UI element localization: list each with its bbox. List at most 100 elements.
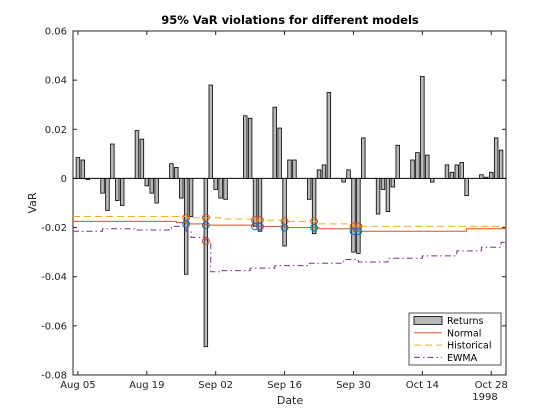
returns-bar xyxy=(287,159,292,179)
returns-bar xyxy=(390,178,396,188)
returns-bar xyxy=(454,164,459,179)
returns-bar xyxy=(154,178,159,204)
returns-bar xyxy=(277,127,282,179)
chart-title: 95% VaR violations for different models xyxy=(161,13,419,27)
returns-bar xyxy=(218,178,223,199)
normal-violation-marker xyxy=(310,223,319,232)
returns-bar xyxy=(444,164,450,179)
returns-bar xyxy=(85,178,90,181)
legend-label: Historical xyxy=(447,341,492,352)
historical-violation-marker xyxy=(349,222,358,231)
returns-bar xyxy=(498,149,504,179)
historical-var-line xyxy=(73,216,506,227)
y-tick-label: -0.06 xyxy=(41,321,67,332)
legend-label: EWMA xyxy=(447,353,478,364)
returns-bar xyxy=(321,164,327,179)
returns-bar xyxy=(395,144,400,179)
normal-violation-marker xyxy=(201,221,210,230)
x-tick-label: Sep 02 xyxy=(198,380,233,391)
x-tick-label: Aug 19 xyxy=(129,380,164,391)
returns-bar xyxy=(105,178,110,211)
normal-violation-marker xyxy=(349,227,358,236)
returns-bar xyxy=(326,92,332,179)
normal-violation-marker xyxy=(182,219,191,228)
returns-bar xyxy=(479,174,484,179)
x-tick-label: Oct 14 xyxy=(406,380,439,391)
historical-violation-marker xyxy=(256,216,264,225)
returns-bar xyxy=(292,159,297,179)
returns-bar xyxy=(484,176,489,179)
returns-bar xyxy=(169,163,174,179)
returns-bar xyxy=(139,138,145,179)
y-tick-label: -0.04 xyxy=(41,272,67,283)
normal-violation-marker xyxy=(251,222,259,231)
ewma-violation-marker xyxy=(201,237,210,245)
historical-violation-marker xyxy=(201,213,210,222)
returns-bar xyxy=(174,166,179,179)
returns-bar xyxy=(429,178,435,183)
returns-bar xyxy=(208,84,213,179)
returns-bar xyxy=(489,171,494,179)
returns-bar xyxy=(356,178,361,254)
legend-label: Returns xyxy=(447,316,484,327)
historical-violation-marker xyxy=(354,222,363,231)
returns-bar xyxy=(380,178,386,190)
returns-bar xyxy=(282,178,287,247)
returns-bar xyxy=(243,115,248,179)
returns-bar xyxy=(257,178,263,232)
returns-bar xyxy=(183,178,189,275)
returns-bar xyxy=(361,137,366,179)
returns-bar xyxy=(223,178,228,200)
returns-bar xyxy=(149,178,154,194)
legend-label: Normal xyxy=(447,328,481,339)
historical-violation-marker xyxy=(182,213,191,222)
returns-bar xyxy=(272,106,277,179)
returns-bar xyxy=(493,137,499,179)
historical-violation-marker xyxy=(310,217,319,226)
plot-area: -0.08 -0.06 -0.04 -0.02 0 0.02 0.04 0.06 Aug 05 A… xyxy=(41,27,508,392)
y-tick-label: -0.08 xyxy=(41,371,67,382)
returns-bar xyxy=(188,178,194,217)
returns-bar xyxy=(464,178,469,197)
returns-bar xyxy=(346,169,351,179)
normal-var-line xyxy=(73,220,507,232)
y-tick-label: 0.04 xyxy=(45,76,67,87)
x-tick-label: Oct 28 xyxy=(475,380,508,391)
returns-bar xyxy=(316,169,322,179)
x-axis-label: Date xyxy=(277,394,304,407)
x-year-label: 1998 xyxy=(472,392,497,403)
y-tick-label: 0.06 xyxy=(45,27,67,38)
returns-bar xyxy=(120,178,125,206)
returns-bar xyxy=(341,178,346,183)
returns-bar xyxy=(144,178,150,187)
returns-bar xyxy=(179,178,184,199)
returns-bar xyxy=(311,178,317,235)
returns-bar xyxy=(115,178,120,201)
returns-bar xyxy=(459,162,464,179)
returns-bar xyxy=(385,178,391,213)
y-axis-label: VaR xyxy=(26,192,39,213)
y-tick-label: 0 xyxy=(61,174,67,185)
y-tick-label: -0.02 xyxy=(41,223,67,234)
historical-violation-marker xyxy=(280,217,289,226)
returns-bar xyxy=(213,178,218,190)
ewma-var-line xyxy=(73,225,506,273)
returns-bar xyxy=(375,178,381,215)
x-tick-label: Sep 16 xyxy=(267,380,302,391)
normal-violation-marker xyxy=(280,223,289,232)
normal-violation-marker xyxy=(354,227,363,236)
returns-bar xyxy=(351,178,356,253)
returns-bar xyxy=(306,178,312,200)
returns-bar xyxy=(134,130,140,179)
returns-bar xyxy=(247,117,253,179)
historical-violation-marker xyxy=(251,216,259,225)
returns-bar xyxy=(203,178,209,348)
returns-bar xyxy=(75,157,81,179)
returns-bar xyxy=(425,154,430,179)
returns-bar xyxy=(415,152,420,179)
normal-violation-marker xyxy=(256,222,264,231)
y-tick-label: 0.02 xyxy=(45,125,67,136)
returns-bar xyxy=(80,159,86,179)
